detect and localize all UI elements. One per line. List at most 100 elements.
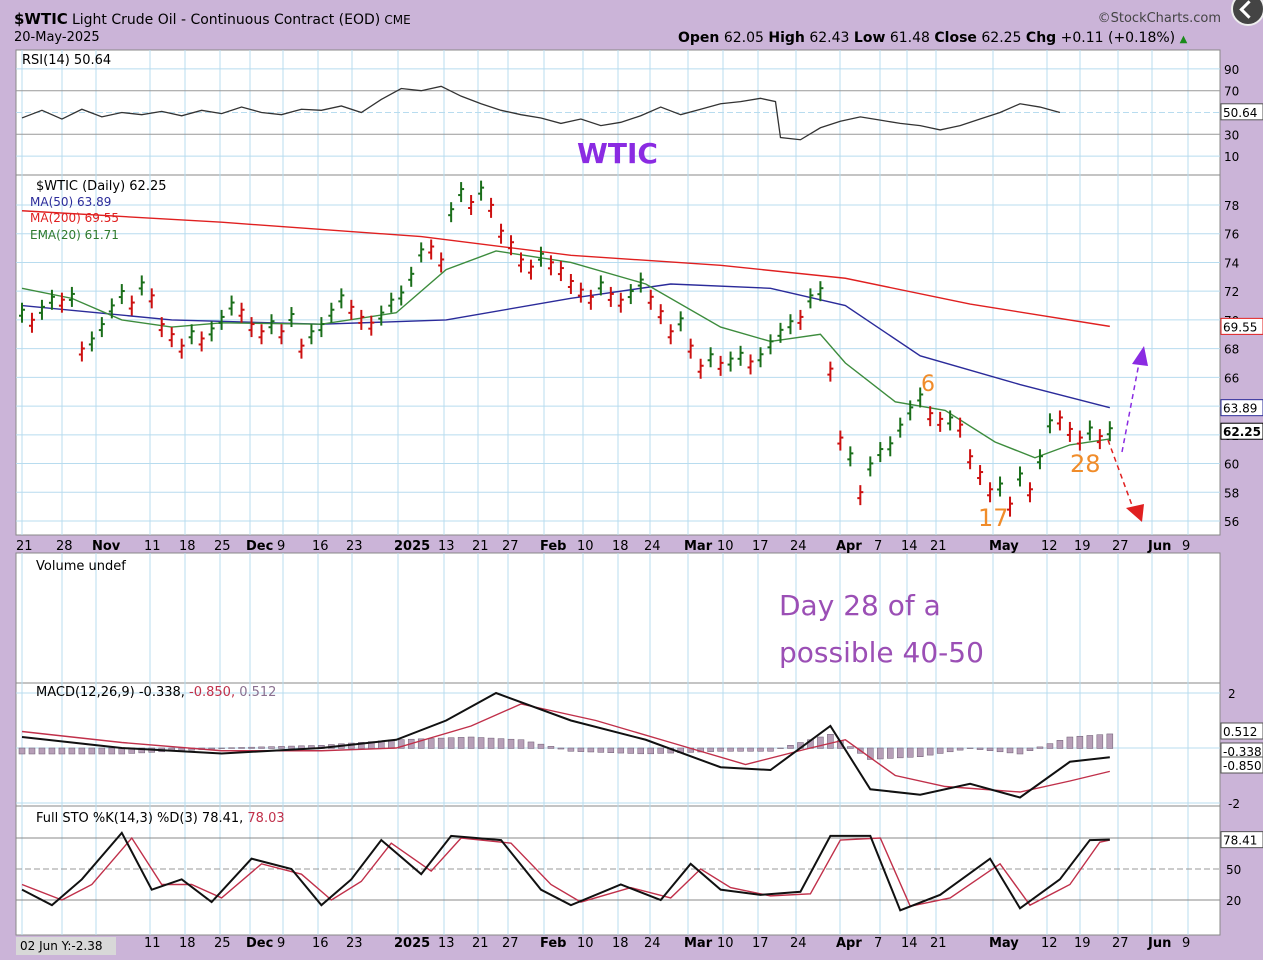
x-tick-label: Jun: [1147, 539, 1171, 554]
bottom-x-tick-label: 13: [438, 936, 455, 951]
macd-hist-bar: [577, 747, 585, 752]
bottom-x-tick-label: 27: [1112, 936, 1129, 951]
x-tick-label: Apr: [836, 539, 862, 554]
macd-hist-bar: [817, 736, 824, 749]
bottom-x-tick-label: 17: [752, 936, 769, 951]
x-tick-label: Mar: [684, 539, 713, 554]
x-tick-label: 21: [16, 539, 33, 554]
price-y-tick: 68: [1224, 343, 1239, 357]
sto-y-tick: 50: [1226, 863, 1241, 877]
macd-hist-bar: [637, 747, 645, 755]
macd-hist-bar: [587, 747, 595, 753]
close-value: 62.25: [981, 30, 1022, 46]
x-tick-label: 27: [1112, 539, 1129, 554]
bottom-x-tick-label: 21: [930, 936, 947, 951]
macd-hist-bar: [597, 747, 605, 753]
bottom-x-tick-label: Feb: [540, 936, 566, 951]
wtic-annotation: WTIC: [577, 137, 658, 170]
bullish-arrow-line: [1121, 357, 1141, 453]
chg-value: +0.11 (+0.18%): [1060, 30, 1176, 46]
instrument-name: Light Crude Oil - Continuous Contract (E…: [71, 12, 381, 28]
macd-hist-bar: [517, 739, 525, 749]
rsi-value-box: [1220, 103, 1263, 121]
cursor-readout: 02 Jun Y:-2.38: [20, 939, 102, 953]
macd-hist-bar: [727, 747, 734, 752]
macd-hist-bar: [228, 747, 235, 749]
x-tick-label: 19: [1074, 539, 1091, 554]
macd-hist-bar: [447, 737, 455, 749]
macd-hist-bar: [747, 747, 754, 752]
x-tick-label: 24: [644, 539, 661, 554]
macd-hist-bar: [48, 747, 56, 755]
label-day-6: 6: [921, 372, 935, 397]
bottom-x-tick-label: 24: [644, 936, 661, 951]
x-tick-label: 13: [438, 539, 455, 554]
ma50-value-box: [1220, 399, 1263, 417]
bottom-x-tick-label: 18: [612, 936, 629, 951]
macd-hist-bar: [437, 737, 445, 749]
low-label: Low: [853, 30, 886, 46]
macd-legend: MACD(12,26,9) -0.338, -0.850, 0.512: [36, 685, 276, 700]
up-triangle-icon: ▲: [1179, 34, 1188, 45]
macd-hist-bar: [208, 747, 215, 750]
macd-hist-bar: [108, 747, 116, 755]
x-tick-label: 14: [901, 539, 918, 554]
bottom-x-tick-label: 25: [214, 936, 231, 951]
note-line-2: possible 40-50: [779, 636, 984, 669]
macd-legend-signal: -0.850,: [185, 685, 235, 700]
ma50-value-label: 63.89: [1223, 402, 1257, 416]
macd-hist-bar: [278, 746, 285, 749]
x-tick-label: 21: [472, 539, 489, 554]
macd-hist-bar: [58, 747, 66, 755]
macd-hist-bar: [28, 747, 36, 755]
price-y-tick: 78: [1224, 199, 1239, 213]
macd-hist-bar: [98, 747, 106, 755]
x-tick-label: Dec: [246, 539, 273, 554]
bottom-x-tick-label: May: [989, 936, 1019, 951]
x-tick-label: 18: [179, 539, 196, 554]
zoom-icon[interactable]: [1231, 0, 1263, 26]
rsi-value-label: 50.64: [1223, 106, 1257, 120]
bottom-x-tick-label: 14: [901, 936, 918, 951]
x-tick-label: Feb: [540, 539, 566, 554]
macd-hist-bar: [657, 747, 664, 754]
macd-hist-value-box: [1220, 722, 1263, 740]
macd-hist-bar: [487, 737, 495, 749]
macd-signal-value-label: -0.850: [1223, 759, 1262, 773]
chart-title: $WTIC Light Crude Oil - Continuous Contr…: [14, 10, 411, 28]
macd-hist-bar: [896, 747, 904, 759]
bottom-x-tick-label: 9: [277, 936, 285, 951]
macd-hist-bar: [966, 747, 974, 749]
macd-hist-bar: [777, 747, 784, 749]
macd-hist-bar: [238, 747, 245, 749]
ema20-line: [21, 250, 1110, 459]
macd-hist-bar: [537, 743, 545, 749]
macd-hist-bar: [507, 738, 515, 749]
x-tick-label: 16: [312, 539, 329, 554]
sto-value-box: [1220, 831, 1263, 849]
x-tick-label: 27: [502, 539, 519, 554]
macd-hist-bar: [497, 738, 505, 749]
macd-hist-bar: [527, 741, 535, 749]
macd-hist-bar: [737, 747, 744, 752]
price-y-tick: 56: [1224, 515, 1239, 529]
macd-hist-bar: [707, 747, 714, 752]
x-tick-label: Nov: [92, 539, 121, 554]
rsi-y-tick: 90: [1224, 63, 1239, 77]
macd-hist-bar: [847, 746, 854, 749]
macd-hist-bar: [946, 747, 954, 753]
macd-hist-value-label: 0.512: [1223, 725, 1257, 739]
macd-hist-bar: [916, 747, 924, 757]
macd-hist-bar: [757, 747, 764, 752]
macd-value-label: -0.338: [1223, 745, 1262, 759]
macd-hist-bar: [617, 747, 625, 754]
cursor-readout-box: [16, 937, 116, 955]
ema20-legend: EMA(20) 61.71: [30, 228, 119, 242]
volume-panel: Volume undef Day 28 of a possible 40-50: [36, 559, 984, 669]
macd-hist-bar: [567, 747, 575, 752]
price-y-tick: 58: [1224, 486, 1239, 500]
sto-y-tick: 20: [1226, 894, 1241, 908]
note-line-1: Day 28 of a: [779, 589, 941, 622]
macd-hist-bar: [767, 747, 774, 752]
